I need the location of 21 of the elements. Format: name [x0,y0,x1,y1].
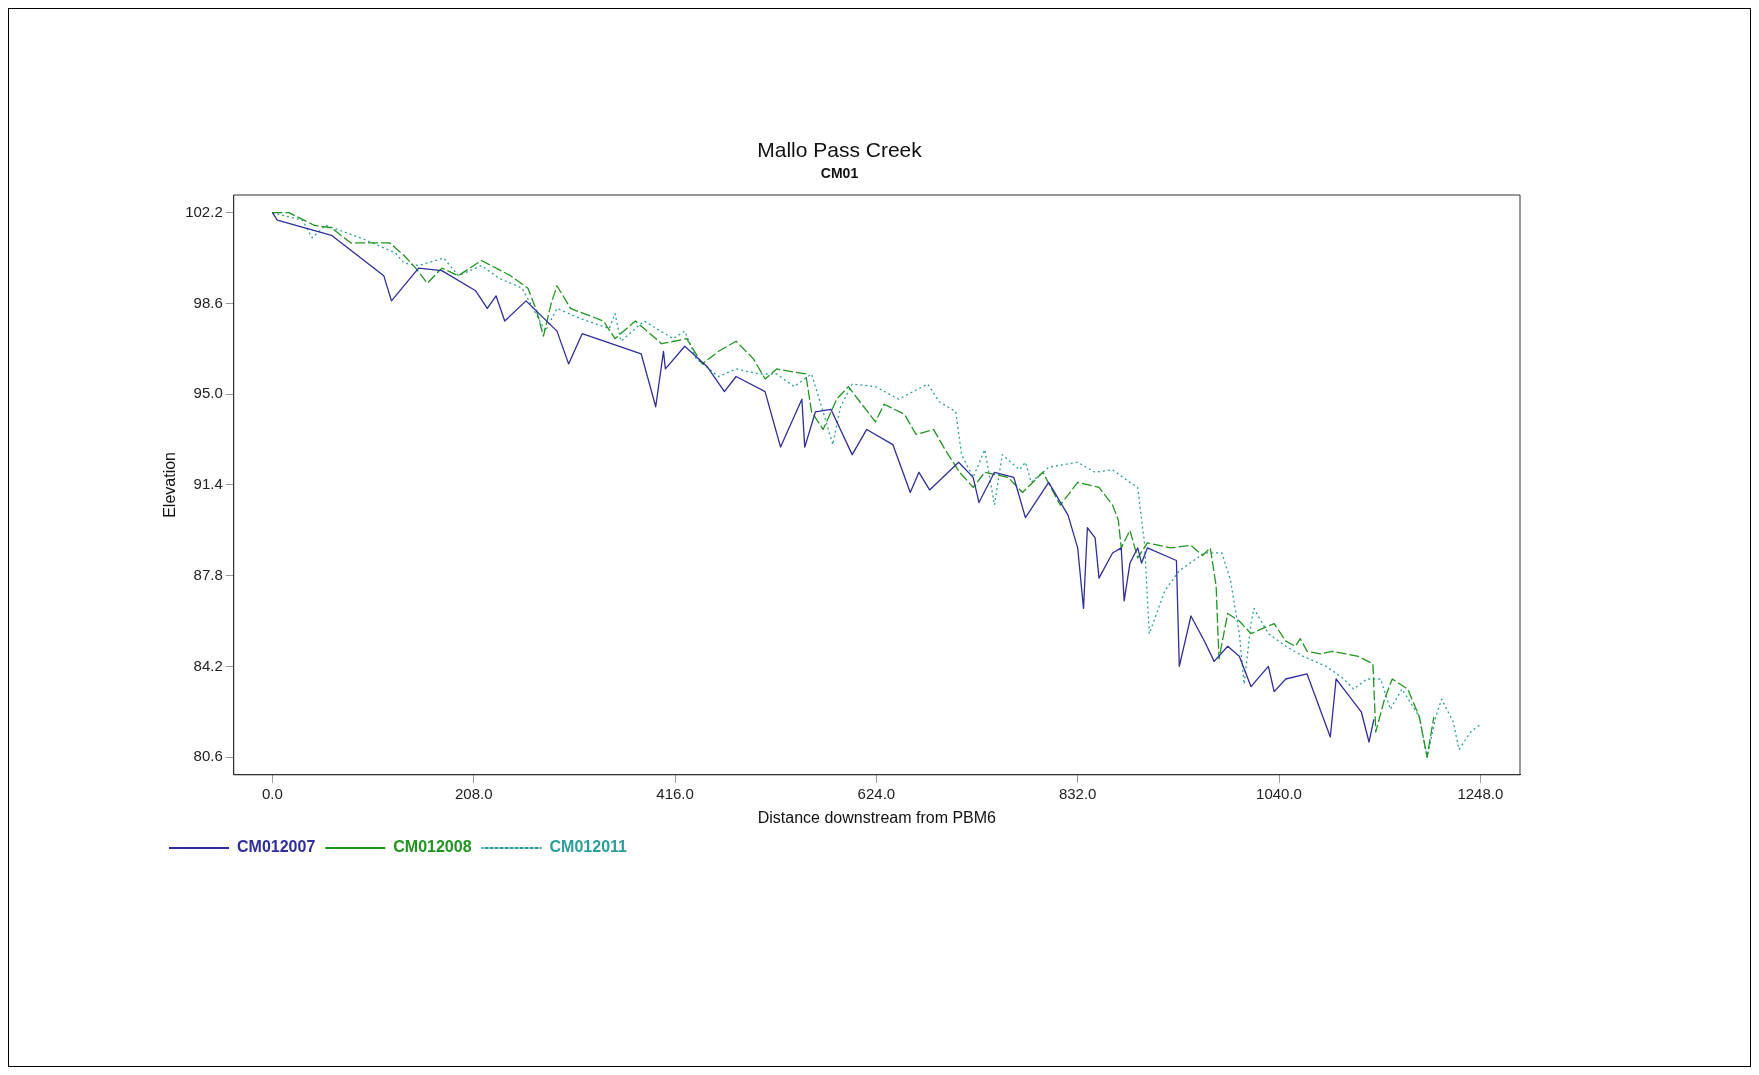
y-tick-label: 95.0 [193,384,223,402]
x-axis-title: Distance downstream from PBM6 [757,808,997,826]
x-tick-label: 624.0 [857,784,896,802]
chart-title: Mallo Pass Creek [757,138,923,162]
y-tick-label: 87.8 [193,565,223,583]
y-tick-label: 84.2 [193,656,223,674]
x-tick-label: 1040.0 [1256,784,1302,802]
x-tick-label: 832.0 [1058,784,1097,802]
legend-label: CM012007 [237,838,316,856]
y-tick-label: 80.6 [193,747,223,765]
chart-subtitle: CM01 [820,165,859,182]
y-tick-label: 102.2 [185,202,223,220]
x-tick-label: 416.0 [656,784,694,802]
x-tick-label: 1248.0 [1457,784,1504,802]
x-tick-label: 208.0 [454,784,493,802]
y-tick-label: 98.6 [193,293,223,311]
x-tick-label: 0.0 [262,784,283,802]
y-axis-title: Elevation [161,451,179,518]
legend-label: CM012008 [393,838,472,856]
legend-label: CM012011 [549,838,628,856]
y-tick-label: 91.4 [193,475,223,493]
